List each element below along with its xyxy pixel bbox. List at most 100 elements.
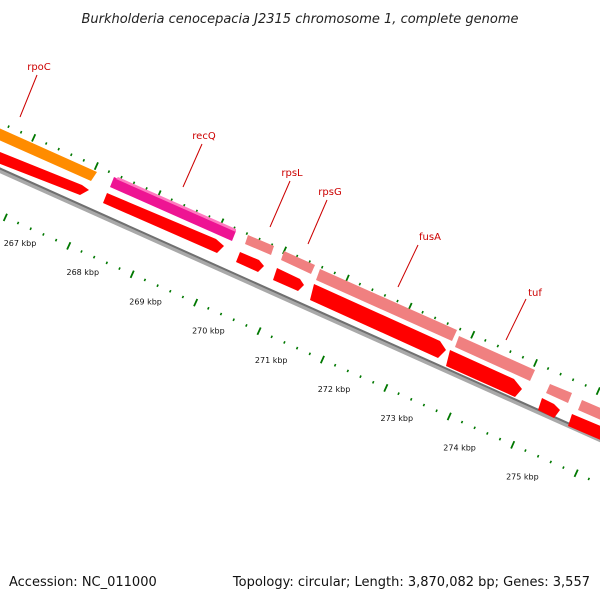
minor-tick xyxy=(521,355,525,359)
minor-tick xyxy=(207,306,210,310)
minor-tick xyxy=(245,232,249,236)
minor-tick xyxy=(435,409,438,413)
minor-tick xyxy=(44,142,48,145)
gene-label-rpoC-text: rpoC xyxy=(27,62,51,73)
minor-tick xyxy=(308,352,312,356)
minor-tick xyxy=(232,318,235,322)
minor-tick xyxy=(587,477,591,481)
accession-text: Accession: NC_011000 xyxy=(9,575,157,590)
minor-tick xyxy=(446,322,449,326)
kbp-tick-label: 273 kbp xyxy=(380,414,413,423)
minor-tick xyxy=(82,158,86,162)
major-tick xyxy=(256,327,262,336)
major-tick xyxy=(383,383,389,392)
minor-tick xyxy=(536,454,540,458)
minor-tick xyxy=(333,271,337,275)
major-tick xyxy=(193,298,199,307)
minor-tick xyxy=(245,323,248,327)
gene-bar-tuf[interactable] xyxy=(455,336,535,381)
minor-tick xyxy=(92,255,96,259)
minor-tick xyxy=(57,147,60,151)
map-title: Burkholderia cenocepacia J2315 chromosom… xyxy=(81,12,518,27)
minor-tick xyxy=(422,403,426,407)
minor-tick xyxy=(346,369,350,373)
minor-tick xyxy=(80,250,83,253)
minor-tick xyxy=(29,227,32,231)
kbp-tick-label: 269 kbp xyxy=(129,297,162,306)
cds-arrow-g7[interactable] xyxy=(538,398,560,418)
kbp-tick-label: 271 kbp xyxy=(255,356,288,365)
minor-tick xyxy=(498,437,502,441)
major-tick xyxy=(31,133,37,142)
outer-tick-row xyxy=(7,125,600,396)
minor-tick xyxy=(181,295,185,299)
minor-tick xyxy=(16,221,20,225)
major-tick xyxy=(2,213,8,222)
gene-label-rpsL-text: rpsL xyxy=(281,168,303,179)
gene-bar-rRNA-a[interactable] xyxy=(546,384,572,403)
minor-tick xyxy=(107,170,111,174)
gene-bar-recQ-highlight xyxy=(116,177,236,232)
minor-tick xyxy=(509,350,512,354)
minor-tick xyxy=(105,261,109,265)
cds-arrow-tuf[interactable] xyxy=(446,350,522,397)
minor-tick xyxy=(219,312,223,316)
minor-tick xyxy=(584,383,587,387)
gene-label-recQ: recQ xyxy=(182,131,216,188)
minor-tick xyxy=(132,181,136,185)
gene-bar-rpsL[interactable] xyxy=(245,235,274,255)
minor-tick xyxy=(42,232,45,236)
minor-tick xyxy=(143,278,147,282)
major-tick xyxy=(510,440,516,449)
gene-label-recQ-text: recQ xyxy=(192,131,216,142)
cds-arrow-rpoC[interactable] xyxy=(0,148,89,195)
genome-summary-text: Topology: circular; Length: 3,870,082 bp… xyxy=(232,575,590,590)
minor-tick xyxy=(333,363,337,367)
minor-tick xyxy=(295,346,299,350)
gene-label-fusA: fusA xyxy=(397,232,441,288)
cds-arrow-recQ[interactable] xyxy=(103,193,224,253)
minor-tick xyxy=(270,335,273,339)
minor-tick xyxy=(409,397,413,401)
kbp-tick-label: 268 kbp xyxy=(66,268,99,277)
minor-tick xyxy=(397,392,400,396)
minor-tick xyxy=(168,289,172,293)
minor-tick xyxy=(70,153,73,157)
gene-bar-recQ[interactable] xyxy=(110,177,236,241)
kbp-tick-label: 272 kbp xyxy=(318,385,351,394)
cds-arrow-rpsG[interactable] xyxy=(273,268,304,291)
gene-bar-rpoC[interactable] xyxy=(0,124,97,181)
minor-tick xyxy=(371,288,374,292)
minor-tick xyxy=(458,327,462,331)
minor-tick xyxy=(421,310,424,314)
minor-tick xyxy=(460,420,464,424)
minor-tick xyxy=(383,293,387,297)
minor-tick xyxy=(320,265,324,269)
gene-bar-rRNA-b[interactable] xyxy=(578,400,600,424)
gene-label-fusA-text: fusA xyxy=(419,232,441,243)
gene-label-rpoC: rpoC xyxy=(19,62,51,118)
major-tick xyxy=(533,358,538,367)
cds-arrow-rpsL[interactable] xyxy=(236,252,264,272)
major-tick xyxy=(93,162,99,171)
genome-backbone-edge xyxy=(0,167,600,439)
minor-tick xyxy=(433,316,437,320)
gene-bar-fusA[interactable] xyxy=(316,269,457,341)
minor-tick xyxy=(359,375,362,379)
minor-tick xyxy=(19,130,23,134)
gene-label-rpsL: rpsL xyxy=(269,168,303,228)
cds-arrow-fusA[interactable] xyxy=(310,284,446,358)
cds-arrow-g8[interactable] xyxy=(568,414,600,444)
gene-bar-rpsG[interactable] xyxy=(281,251,315,274)
minor-tick xyxy=(546,367,550,371)
minor-tick xyxy=(562,466,565,470)
minor-tick xyxy=(496,344,500,348)
kbp-tick-label: 274 kbp xyxy=(443,443,476,452)
minor-tick xyxy=(559,372,562,376)
minor-tick xyxy=(571,378,575,382)
major-tick xyxy=(66,241,72,250)
minor-tick xyxy=(156,284,159,288)
major-tick xyxy=(470,330,476,339)
major-tick xyxy=(129,270,135,279)
